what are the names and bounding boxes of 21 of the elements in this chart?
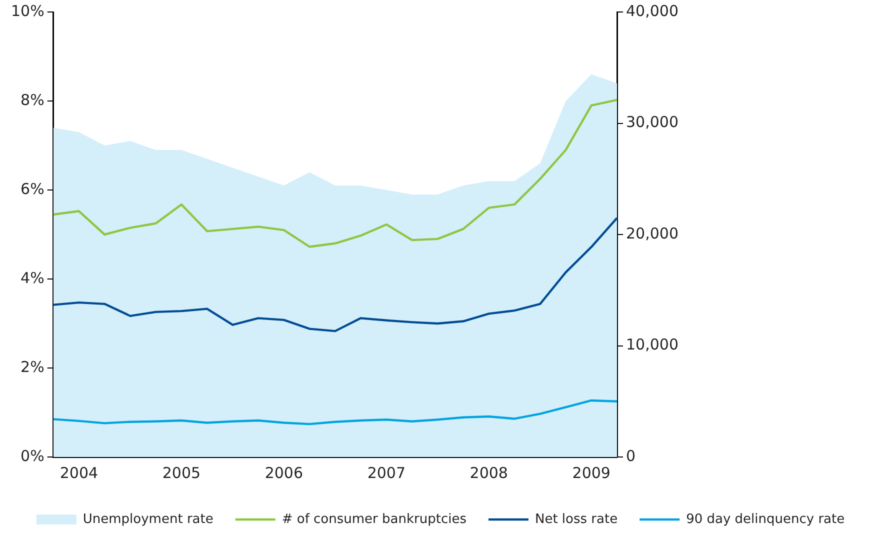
x-tick-label: 2004 <box>60 464 98 482</box>
legend-label: Net loss rate <box>534 512 618 527</box>
y-tick-label: 4% <box>20 268 44 287</box>
y2-tick-label: 0 <box>626 446 636 465</box>
x-tick-label: 2006 <box>264 464 304 482</box>
y-tick-label: 0% <box>20 446 44 465</box>
x-tick-label: 2008 <box>470 464 508 482</box>
legend-label: # of consumer bankruptcies <box>282 512 467 527</box>
y-tick-label: 10% <box>10 2 44 20</box>
legend-label: 90 day delinquency rate <box>686 512 845 527</box>
x-tick-label: 2007 <box>367 464 406 482</box>
y2-tick-label: 30,000 <box>626 113 678 132</box>
y-tick-label: 2% <box>20 358 44 376</box>
x-tick-label: 2009 <box>572 464 610 482</box>
y2-tick-label: 40,000 <box>626 2 678 20</box>
legend-label: Unemployment rate <box>82 512 214 527</box>
y-tick-label: 6% <box>20 180 44 198</box>
y-tick-label: 8% <box>20 90 44 109</box>
y2-tick-label: 10,000 <box>626 336 678 354</box>
y2-tick-label: 20,000 <box>626 224 678 242</box>
x-tick-label: 2005 <box>162 464 201 482</box>
